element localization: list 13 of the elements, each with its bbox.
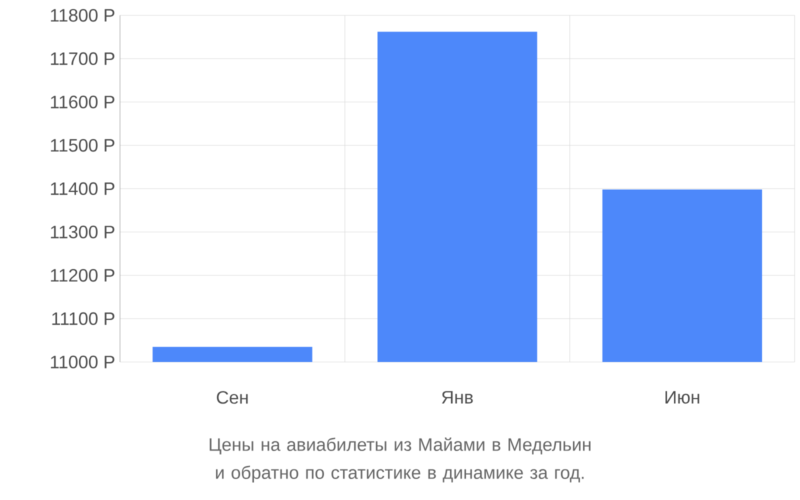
y-tick-label: 11800 Р [50, 8, 114, 22]
y-tick-label: 11200 Р [50, 268, 114, 282]
y-tick-label: 11700 Р [50, 52, 114, 66]
x-tick-label: Янв [442, 391, 473, 404]
x-tick-label: Июн [666, 391, 700, 404]
text: Цены на авиабилеты из Майами в Медельин и обратно по статистике в динамике за год. [210, 437, 590, 483]
y-tick-label: 11000 Р [50, 356, 114, 368]
y-tick-label: 11500 Р [50, 138, 114, 152]
y-tick-label: 11600 Р [50, 96, 114, 108]
x-tick-label: Сен [216, 391, 248, 404]
y-tick-label: 11100 Р [52, 312, 114, 326]
y-tick-label: 11300 Р [50, 226, 114, 238]
y-tick-label: 11400 Р [50, 182, 114, 196]
